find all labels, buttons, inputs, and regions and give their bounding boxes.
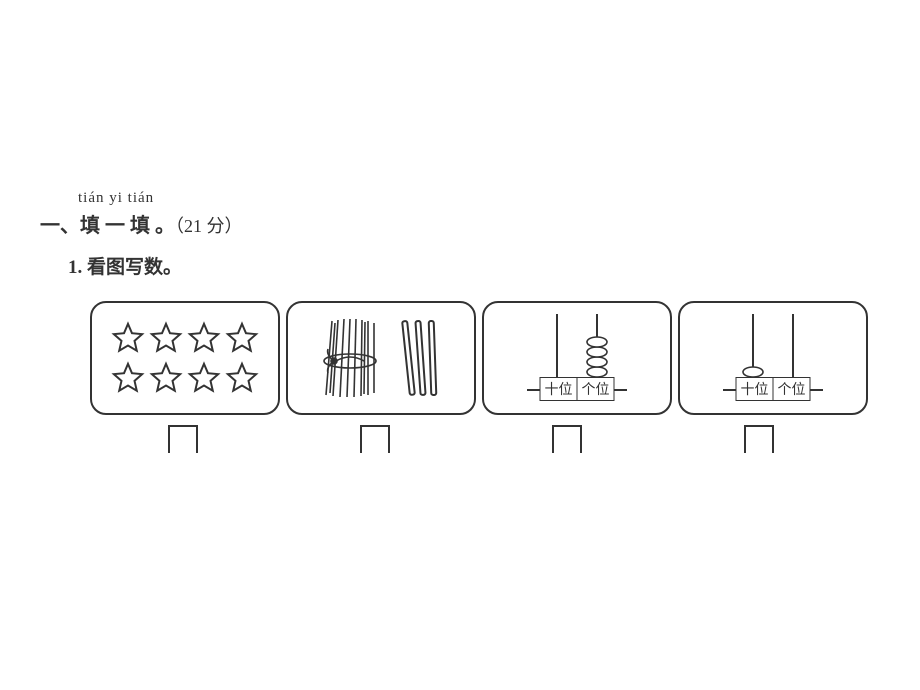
star-icon	[187, 321, 221, 355]
tens-label: 十位	[736, 377, 774, 401]
subq-number: 1.	[68, 257, 82, 278]
answer-row	[90, 425, 880, 453]
answer-box-1[interactable]	[168, 425, 198, 453]
abacus-2-labels: 十位 个位	[736, 377, 811, 401]
tens-label: 十位	[540, 377, 578, 401]
subq-text: 看图写数。	[82, 257, 182, 278]
card-abacus-2: 十位 个位	[678, 301, 868, 415]
star-row-1	[111, 321, 259, 355]
subquestion-1: 1. 看图写数。	[68, 252, 880, 279]
answer-box-4[interactable]	[744, 425, 774, 453]
star-icon	[111, 321, 145, 355]
card-stars	[90, 301, 280, 415]
star-icon	[111, 361, 145, 395]
stick-bundle-icon	[316, 315, 386, 401]
section-pinyin: tián yi tián	[78, 190, 880, 207]
section-points: （21 分）	[175, 216, 243, 236]
worksheet-content: tián yi tián 一、填 一 填 。（21 分） 1. 看图写数。	[40, 190, 880, 453]
abacus-1-labels: 十位 个位	[540, 377, 615, 401]
answer-slot-2	[282, 425, 468, 453]
answer-box-3[interactable]	[552, 425, 582, 453]
cards-row: 十位 个位 十位 个位	[90, 301, 880, 415]
section-title-text: 填 一 填 。	[80, 215, 175, 237]
section-heading: 一、填 一 填 。（21 分）	[40, 209, 880, 238]
star-icon	[225, 321, 259, 355]
section-number: 一、	[40, 215, 80, 237]
stars-grid	[111, 321, 259, 395]
sticks-wrap	[316, 315, 446, 401]
answer-slot-1	[90, 425, 276, 453]
loose-sticks-icon	[400, 315, 446, 401]
star-icon	[225, 361, 259, 395]
card-abacus-1: 十位 个位	[482, 301, 672, 415]
card-sticks	[286, 301, 476, 415]
answer-slot-3	[474, 425, 660, 453]
answer-box-2[interactable]	[360, 425, 390, 453]
star-icon	[149, 321, 183, 355]
star-row-2	[111, 361, 259, 395]
star-icon	[149, 361, 183, 395]
answer-slot-4	[666, 425, 852, 453]
star-icon	[187, 361, 221, 395]
ones-label: 个位	[774, 377, 811, 401]
ones-label: 个位	[578, 377, 615, 401]
